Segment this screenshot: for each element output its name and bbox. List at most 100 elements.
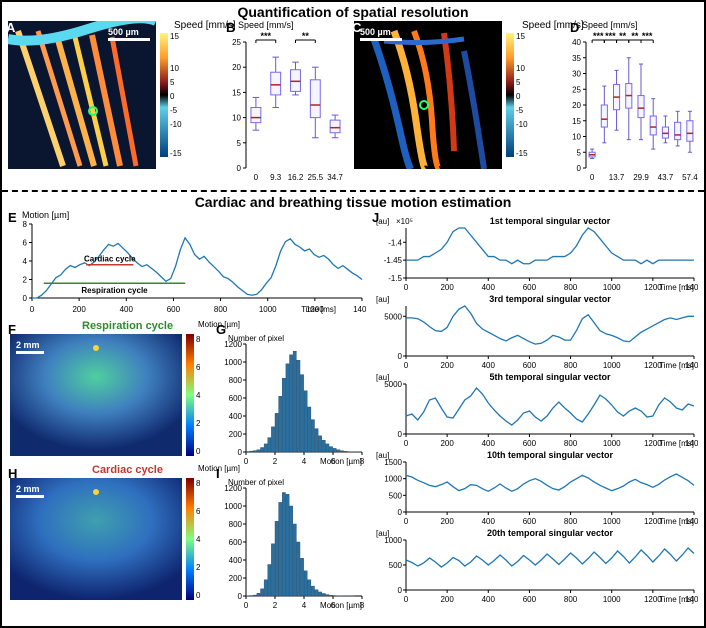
- panel-C: 500 µm: [354, 21, 502, 169]
- svg-text:5th temporal singular vector: 5th temporal singular vector: [489, 372, 611, 382]
- svg-text:0: 0: [238, 592, 243, 601]
- svg-text:0: 0: [398, 586, 403, 595]
- panel-H-title-text: Cardiac cycle: [92, 464, 163, 476]
- svg-text:15: 15: [232, 88, 241, 97]
- panel-label-B: B: [226, 20, 235, 35]
- svg-text:5000: 5000: [384, 312, 402, 321]
- svg-text:0: 0: [398, 352, 403, 361]
- panel-label-A: A: [6, 20, 15, 35]
- svg-text:1000: 1000: [259, 305, 277, 314]
- panel-C-scalebar-text: 500 µm: [360, 27, 391, 37]
- svg-text:-10: -10: [170, 120, 182, 129]
- panel-F-scalebar-text: 2 mm: [16, 340, 40, 350]
- svg-text:0: 0: [404, 517, 409, 526]
- svg-text:200: 200: [440, 595, 454, 604]
- svg-text:57.4: 57.4: [682, 173, 698, 182]
- svg-text:-5: -5: [516, 106, 524, 115]
- svg-text:400: 400: [120, 305, 134, 314]
- svg-text:***: ***: [261, 31, 272, 41]
- svg-text:8: 8: [196, 479, 201, 488]
- svg-text:400: 400: [482, 283, 496, 292]
- panel-B-boxplot: 051015202509.316.225.534.7*****: [224, 24, 349, 184]
- svg-text:6: 6: [196, 507, 201, 516]
- svg-text:[au]: [au]: [376, 373, 389, 382]
- svg-text:600: 600: [523, 361, 537, 370]
- svg-text:0: 0: [238, 448, 243, 457]
- svg-text:-15: -15: [170, 149, 182, 158]
- svg-text:800: 800: [229, 520, 243, 529]
- svg-text:400: 400: [482, 595, 496, 604]
- svg-text:20th temporal singular vector: 20th temporal singular vector: [487, 528, 614, 538]
- svg-text:-1.4: -1.4: [388, 238, 402, 247]
- svg-text:15: 15: [170, 32, 179, 41]
- svg-text:Time [ms]: Time [ms]: [659, 283, 694, 292]
- svg-text:-10: -10: [516, 120, 528, 129]
- svg-text:29.9: 29.9: [633, 173, 649, 182]
- svg-text:200: 200: [229, 574, 243, 583]
- svg-text:1000: 1000: [603, 517, 621, 526]
- svg-text:1200: 1200: [224, 340, 242, 349]
- panel-F-title-text: Respiration cycle: [82, 320, 173, 332]
- panel-J: -1.4-1.45-1.50200400600800100012001400Ti…: [372, 212, 698, 622]
- panel-H-scalebar-text: 2 mm: [16, 484, 40, 494]
- svg-text:4: 4: [302, 457, 307, 466]
- svg-text:5: 5: [516, 78, 521, 87]
- svg-text:1000: 1000: [384, 475, 402, 484]
- svg-text:25: 25: [572, 85, 581, 94]
- panel-label-D: D: [570, 20, 579, 35]
- svg-text:***: ***: [593, 31, 604, 41]
- svg-text:200: 200: [229, 430, 243, 439]
- panel-label-F: F: [8, 322, 16, 337]
- panel-D-boxplot: 0510152025303540013.729.943.757.4*******…: [564, 24, 700, 184]
- svg-text:Respiration cycle: Respiration cycle: [81, 286, 148, 295]
- svg-text:10: 10: [232, 114, 241, 123]
- svg-text:0: 0: [196, 447, 201, 456]
- svg-text:1000: 1000: [224, 502, 242, 511]
- svg-text:600: 600: [523, 439, 537, 448]
- svg-text:10th temporal singular vector: 10th temporal singular vector: [487, 450, 614, 460]
- panel-label-J: J: [372, 210, 379, 225]
- svg-text:8: 8: [196, 335, 201, 344]
- panel-F-title: Respiration cycle: [82, 320, 173, 332]
- panel-label-G: G: [216, 322, 226, 337]
- svg-text:1200: 1200: [224, 484, 242, 493]
- svg-text:1000: 1000: [603, 361, 621, 370]
- svg-text:0: 0: [244, 457, 249, 466]
- svg-text:2: 2: [196, 419, 201, 428]
- svg-text:600: 600: [167, 305, 181, 314]
- section-title-top: Quantification of spatial resolution: [2, 2, 704, 20]
- panel-A-scalebar: 500 µm: [108, 27, 150, 41]
- svg-text:3rd temporal singular vector: 3rd temporal singular vector: [489, 294, 611, 304]
- panel-A-scalebar-text: 500 µm: [108, 27, 139, 37]
- panel-label-I: I: [216, 466, 220, 481]
- section-motion-estimation: Cardiac and breathing tissue motion esti…: [2, 192, 704, 628]
- panel-F-colorbar: 8 6 4 2 0: [186, 334, 208, 456]
- svg-text:800: 800: [564, 361, 578, 370]
- svg-text:Time [ms]: Time [ms]: [659, 595, 694, 604]
- svg-text:200: 200: [440, 283, 454, 292]
- panel-I-hist: 02004006008001000120002468Motion [µm]: [218, 484, 366, 614]
- svg-text:20: 20: [572, 101, 581, 110]
- panel-C-colorbar: 15 10 5 0 -5 -10 -15: [506, 21, 534, 169]
- section-title-bottom: Cardiac and breathing tissue motion esti…: [2, 192, 704, 210]
- svg-text:4: 4: [196, 535, 201, 544]
- svg-text:-1.5: -1.5: [388, 274, 402, 283]
- svg-text:25: 25: [232, 38, 241, 47]
- svg-text:0: 0: [404, 439, 409, 448]
- svg-text:1000: 1000: [603, 595, 621, 604]
- svg-text:0: 0: [30, 305, 35, 314]
- svg-text:[au]: [au]: [376, 451, 389, 460]
- svg-text:1000: 1000: [224, 358, 242, 367]
- svg-text:200: 200: [440, 361, 454, 370]
- svg-text:×10⁵: ×10⁵: [396, 217, 413, 226]
- svg-text:400: 400: [229, 556, 243, 565]
- svg-text:0: 0: [170, 92, 175, 101]
- svg-text:600: 600: [523, 283, 537, 292]
- svg-text:0: 0: [590, 173, 595, 182]
- svg-text:6: 6: [23, 239, 28, 248]
- panel-C-scalebar: 500 µm: [360, 27, 402, 41]
- svg-text:800: 800: [229, 376, 243, 385]
- svg-text:-1.45: -1.45: [384, 256, 403, 265]
- svg-text:0: 0: [237, 164, 242, 173]
- svg-text:500: 500: [389, 561, 403, 570]
